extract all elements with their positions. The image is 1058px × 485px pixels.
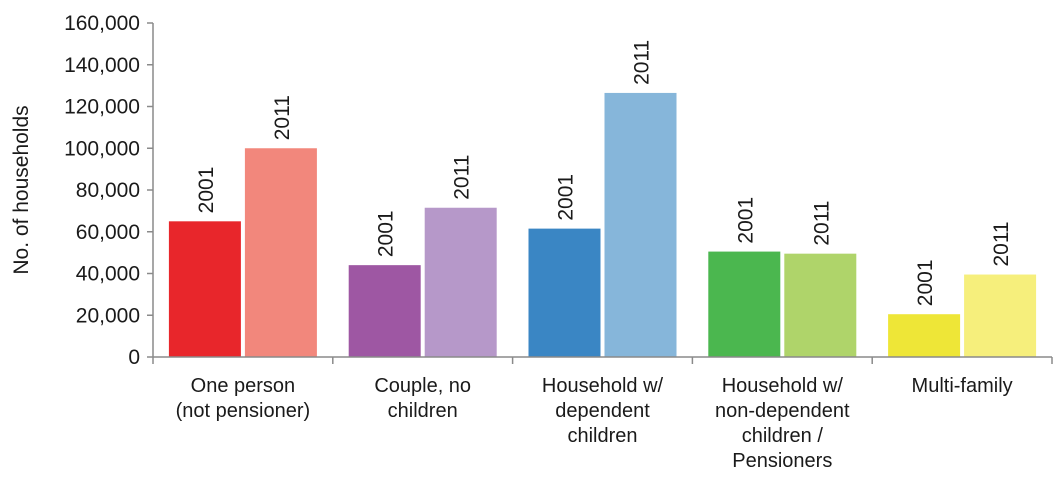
x-category-label: Multi-family	[912, 375, 1013, 397]
y-tick-label: 160,000	[64, 12, 140, 35]
bar-data-label: 2011	[631, 40, 654, 85]
y-tick-label: 20,000	[76, 304, 140, 327]
y-tick-label: 0	[128, 346, 140, 369]
bar-data-label: 2011	[990, 221, 1013, 266]
x-category-label: Couple, no	[374, 375, 471, 397]
x-category-label: (not pensioner)	[176, 400, 311, 422]
x-category-label: Household w/	[542, 375, 664, 397]
bar-data-label: 2001	[195, 167, 218, 214]
y-tick-label: 120,000	[64, 96, 140, 119]
bar-data-label: 2011	[271, 95, 294, 140]
bars-group: 2001 2011 2001 2011 2001 2011 2001 2011 2001 2011	[168, 40, 1037, 358]
x-category-label: children /	[742, 425, 824, 447]
x-category-label: One person	[191, 375, 296, 397]
bar	[528, 228, 601, 357]
x-category-label: Household w/	[722, 375, 844, 397]
bar	[424, 207, 497, 357]
y-axis: 0 20,000 40,000 60,000 80,000 100,000 120,000 1…	[64, 12, 154, 369]
bar-data-label: 2001	[555, 174, 578, 221]
bar	[244, 148, 317, 357]
bar-data-label: 2001	[734, 197, 757, 244]
y-tick-label: 100,000	[64, 137, 140, 160]
x-category-label: dependent	[555, 400, 650, 422]
bar-data-label: 2011	[810, 200, 833, 245]
bar-data-label: 2001	[914, 259, 937, 306]
y-tick-label: 140,000	[64, 54, 140, 77]
y-tick-label: 60,000	[76, 221, 140, 244]
y-axis-label-group: No. of households	[10, 105, 33, 274]
x-category-label: non-dependent	[715, 400, 850, 422]
x-category-label: children	[567, 425, 637, 447]
bar	[964, 274, 1037, 357]
bar	[168, 221, 241, 357]
bar	[604, 92, 677, 358]
x-category-label: children	[388, 400, 458, 422]
bar	[708, 251, 781, 357]
x-category-label: Pensioners	[732, 450, 832, 472]
y-axis-title: No. of households	[10, 105, 33, 274]
bar-data-label: 2011	[451, 155, 474, 200]
bar	[784, 253, 857, 357]
y-tick-label: 80,000	[76, 179, 140, 202]
y-tick-label: 40,000	[76, 263, 140, 286]
bar	[888, 314, 961, 357]
x-axis: One person (not pensioner) Couple, no child…	[152, 356, 1053, 472]
bar	[348, 265, 421, 357]
bar-data-label: 2001	[375, 210, 398, 257]
